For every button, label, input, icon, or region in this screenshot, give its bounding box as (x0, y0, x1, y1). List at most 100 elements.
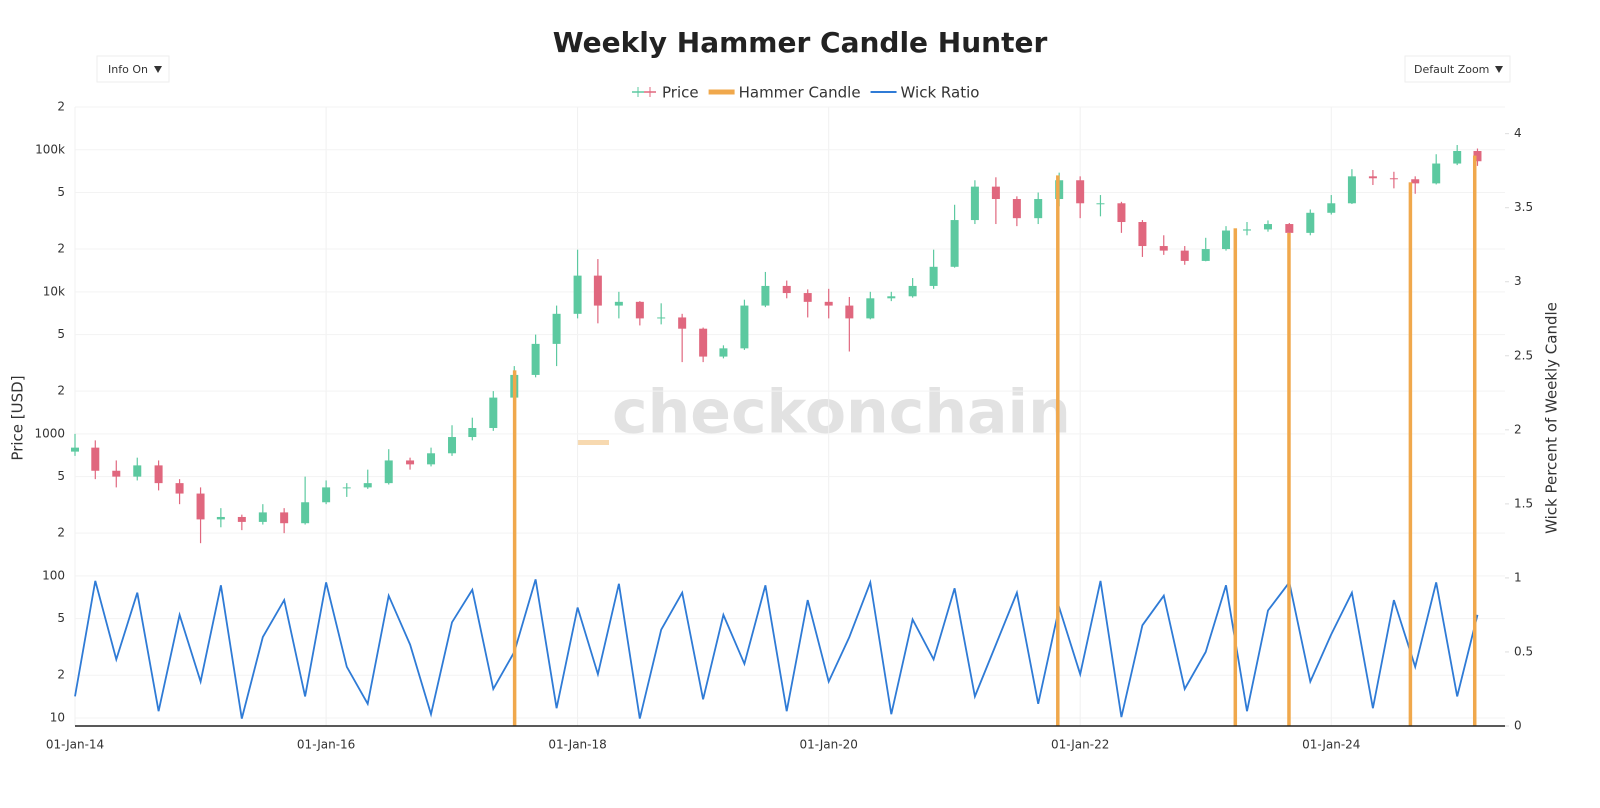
button-label[interactable]: Default Zoom (1414, 63, 1489, 76)
candle-body (573, 275, 582, 314)
y-axis-title: Price [USD] (9, 375, 27, 460)
candle-body (468, 427, 477, 438)
candle-body (929, 266, 938, 286)
candle-body (1012, 199, 1021, 219)
legend: Price Hammer Candle Wick Ratio (632, 84, 979, 102)
x-tick-label: 01-Jan-16 (297, 738, 355, 752)
plot-area (71, 145, 1482, 727)
watermark: checkonchain (612, 378, 1071, 448)
candle-body (154, 465, 163, 484)
candle-body (448, 437, 457, 454)
candle-body (1263, 224, 1272, 230)
zoom-button[interactable]: Default Zoom (1404, 55, 1511, 83)
candle-body (970, 186, 979, 221)
wick-ratio-line (74, 578, 1479, 719)
candle-body (803, 293, 812, 302)
y-tick-label: 2 (57, 242, 65, 256)
y-tick-label: 2 (57, 668, 65, 682)
candle-body (950, 220, 959, 267)
y-tick-label: 5 (57, 611, 65, 625)
candle-body (593, 275, 602, 306)
candle-body (991, 186, 1000, 200)
candle-body (761, 285, 770, 306)
x-tick-label: 01-Jan-20 (800, 738, 858, 752)
candle-body (678, 317, 687, 329)
candle-body (635, 301, 644, 319)
y-tick-label: 2 (57, 384, 65, 398)
y2-tick-label: 0 (1514, 719, 1522, 733)
grid (74, 106, 1505, 726)
hammer-bar (1233, 228, 1238, 727)
candle-body (1180, 250, 1189, 261)
legend-label: Price (662, 84, 699, 102)
candle-body (175, 483, 184, 494)
candle-body (908, 285, 917, 297)
y-tick-label: 5 (57, 327, 65, 341)
candle-body (1285, 224, 1294, 233)
x-tick-label: 01-Jan-24 (1302, 738, 1360, 752)
y-tick-label: 100 (42, 568, 65, 582)
y2-tick-label: 3.5 (1514, 200, 1533, 214)
candle-body (71, 447, 79, 452)
candle-body (1389, 178, 1398, 180)
candle-body (845, 305, 854, 319)
y2-tick-label: 0.5 (1514, 644, 1533, 658)
candle-body (112, 470, 121, 477)
candle-body (301, 502, 310, 524)
candle-body (1411, 179, 1420, 184)
button-label[interactable]: Info On (108, 63, 148, 76)
chart-title: Weekly Hammer Candle Hunter (553, 26, 1048, 59)
candle-body (280, 512, 289, 524)
candle-body (489, 397, 498, 428)
candle-body (1034, 199, 1043, 219)
candle-body (657, 317, 666, 319)
y-tick-label: 1000 (34, 426, 65, 440)
candle-body (427, 453, 436, 465)
y2-tick-label: 4 (1514, 126, 1522, 140)
button-frame[interactable] (1404, 55, 1511, 83)
x-tick-label: 01-Jan-18 (548, 738, 606, 752)
dropdown-arrow[interactable] (1495, 66, 1503, 73)
y-tick-label: 2 (57, 100, 65, 114)
y2-axis-title: Wick Percent of Weekly Candle (1543, 302, 1561, 534)
candle-body (216, 516, 225, 520)
candle-body (1243, 229, 1252, 231)
candle-body (133, 465, 142, 477)
y2-tick-label: 3 (1514, 274, 1522, 288)
hammer-bar (1287, 232, 1291, 726)
candle-body (614, 301, 623, 306)
y2-tick-label: 2 (1514, 422, 1522, 436)
candle-body (1159, 246, 1168, 251)
candle-body (1432, 163, 1441, 184)
candle-body (782, 285, 791, 294)
candle-body (1306, 212, 1315, 233)
candle-body (1368, 176, 1377, 179)
y-tick-label: 100k (35, 142, 65, 156)
candle-body (258, 512, 267, 522)
candle-body (1096, 203, 1105, 205)
candle-body (384, 460, 393, 484)
y2-tick-label: 1 (1514, 570, 1522, 584)
y-tick-label: 10 (50, 710, 65, 724)
candle-body (531, 343, 540, 375)
candle-body (887, 296, 896, 299)
legend-label: Hammer Candle (739, 84, 861, 102)
y2-tick-label: 2.5 (1514, 348, 1533, 362)
candle-body (237, 516, 246, 522)
y-tick-label: 5 (57, 185, 65, 199)
hammer-bar (1056, 175, 1060, 726)
candle-body (740, 305, 749, 349)
candle-body (824, 301, 833, 306)
info-button[interactable]: Info On (96, 55, 170, 83)
candle-body (363, 483, 372, 488)
legend-label: Wick Ratio (901, 84, 980, 102)
dropdown-arrow[interactable] (154, 66, 162, 73)
candle-body (91, 447, 100, 471)
candle-body (866, 298, 875, 319)
y2-tick-label: 1.5 (1514, 496, 1533, 510)
candle-body (406, 460, 415, 465)
candle-body (1138, 222, 1147, 247)
hammer-bar (512, 370, 517, 726)
